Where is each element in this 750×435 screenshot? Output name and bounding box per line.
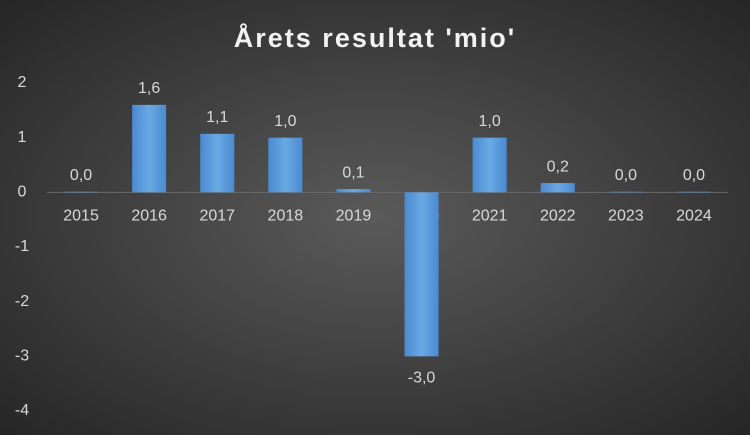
bar <box>64 191 99 193</box>
x-tick-label: 2022 <box>540 208 576 225</box>
y-tick-label: -2 <box>15 293 29 310</box>
x-tick-label: 2024 <box>676 208 712 225</box>
bar <box>404 192 439 357</box>
value-label: 1,6 <box>138 80 160 97</box>
value-label: 0,2 <box>547 158 569 175</box>
x-tick-label: 2016 <box>131 208 167 225</box>
bar <box>676 191 711 193</box>
bar <box>132 104 167 193</box>
value-label: 0,0 <box>683 167 705 184</box>
x-tick-label: 2015 <box>63 208 99 225</box>
y-tick-label: 0 <box>18 184 27 201</box>
chart-title: Årets resultat 'mio' <box>234 22 516 53</box>
y-tick-label: -3 <box>15 348 29 365</box>
value-label: 0,1 <box>342 164 364 181</box>
y-tick-label: -4 <box>15 402 29 419</box>
y-tick-label: -1 <box>15 238 29 255</box>
y-tick-label: 2 <box>18 74 27 91</box>
x-tick-label: 2018 <box>268 208 304 225</box>
bar <box>268 137 303 193</box>
bar <box>472 137 507 193</box>
bar <box>608 191 643 193</box>
x-tick-label: 2021 <box>472 208 508 225</box>
value-label: 0,0 <box>615 167 637 184</box>
value-label: -3,0 <box>408 370 436 387</box>
bar <box>540 183 575 193</box>
value-label: 1,1 <box>206 109 228 126</box>
y-tick-label: 1 <box>18 129 27 146</box>
x-tick-label: 2019 <box>336 208 372 225</box>
value-label: 1,0 <box>274 113 296 130</box>
value-label: 0,0 <box>70 167 92 184</box>
x-tick-label: 2017 <box>199 208 235 225</box>
bar <box>336 189 371 193</box>
value-label: 1,0 <box>479 113 501 130</box>
bar <box>200 133 235 193</box>
x-tick-label: 2023 <box>608 208 644 225</box>
